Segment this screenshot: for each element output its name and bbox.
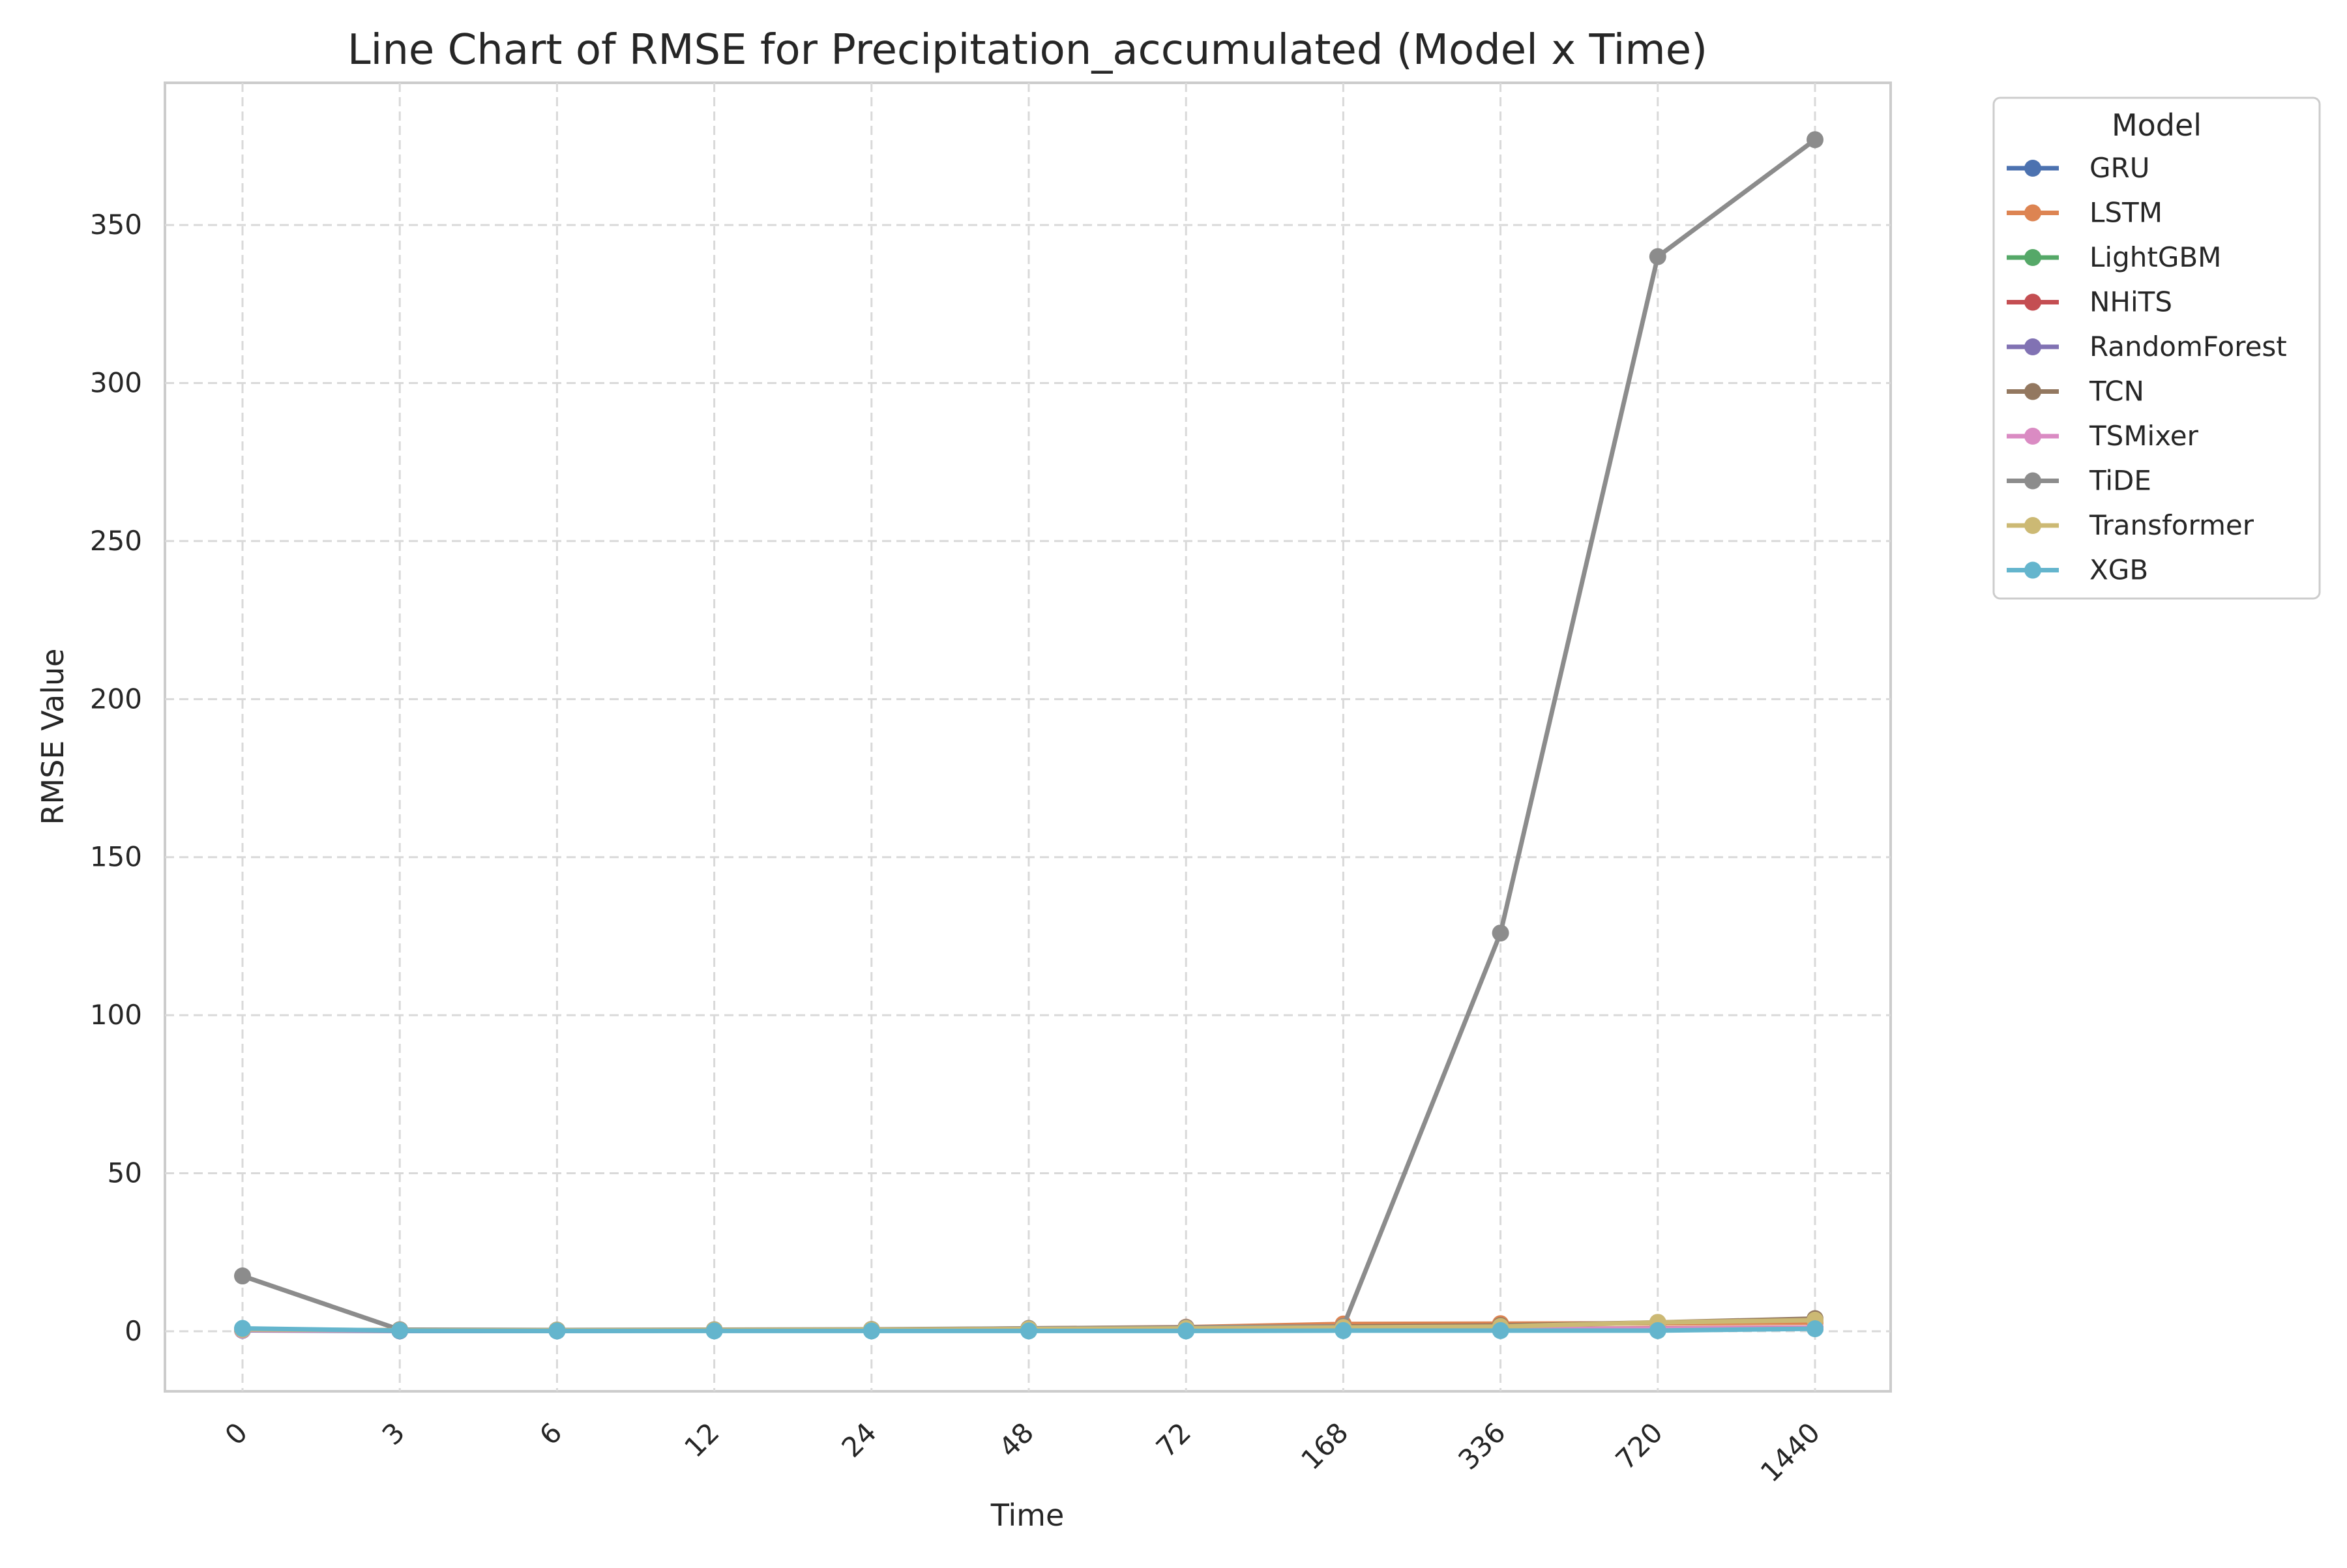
y-axis-ticks: 0 50 100 150 200 250 300 350 <box>90 209 142 1347</box>
legend-item-tcn: TCN <box>2007 376 2144 407</box>
data-point <box>1177 1322 1195 1340</box>
legend-marker <box>2024 383 2041 400</box>
legend-item-tsmixer: TSMixer <box>2007 420 2199 452</box>
legend-item-tide: TiDE <box>2007 465 2151 497</box>
y-tick-label: 100 <box>90 999 142 1031</box>
data-point <box>1807 131 1823 149</box>
data-point <box>1649 248 1666 265</box>
data-point <box>1335 1322 1352 1339</box>
legend-label: TCN <box>2089 376 2144 407</box>
y-tick-label: 300 <box>90 367 142 399</box>
legend-marker <box>2024 428 2041 445</box>
data-point <box>234 1320 251 1337</box>
legend-item-lightgbm: LightGBM <box>2007 241 2221 273</box>
data-point <box>548 1322 566 1340</box>
legend-title: Model <box>2112 108 2202 143</box>
y-tick-label: 0 <box>125 1315 142 1347</box>
data-point <box>1020 1322 1037 1340</box>
legend-items: GRU LSTM LightGBM NHiTS RandomForest TCN TSMix… <box>2007 152 2287 586</box>
legend-item-xgb: XGB <box>2007 554 2148 586</box>
y-axis-label: RMSE Value <box>35 649 70 825</box>
legend-label: Transformer <box>2089 509 2254 541</box>
legend-label: NHiTS <box>2089 286 2172 318</box>
y-tick-label: 50 <box>108 1157 142 1189</box>
legend-item-nhits: NHiTS <box>2007 286 2172 318</box>
data-point <box>391 1322 409 1339</box>
legend-marker <box>2024 249 2041 266</box>
legend: Model GRU LSTM LightGBM NHiTS RandomForest TC… <box>1992 96 2321 600</box>
data-point <box>705 1322 723 1340</box>
series-xgb <box>234 1320 1823 1340</box>
legend-item-lstm: LSTM <box>2007 197 2162 229</box>
legend-item-randomforest: RandomForest <box>2007 331 2287 362</box>
legend-label: XGB <box>2089 554 2148 586</box>
legend-marker <box>2024 561 2041 579</box>
legend-label: LSTM <box>2089 197 2162 229</box>
legend-box <box>1992 96 2321 600</box>
data-point <box>1807 1320 1823 1338</box>
legend-marker <box>2024 338 2041 355</box>
legend-marker <box>2024 204 2041 222</box>
data-point <box>1649 1322 1666 1339</box>
y-tick-label: 350 <box>90 209 142 241</box>
legend-label: TSMixer <box>2089 420 2199 452</box>
data-point <box>863 1322 880 1340</box>
data-point <box>1492 925 1509 942</box>
legend-marker <box>2024 517 2041 534</box>
x-axis-label: Time <box>990 1498 1065 1533</box>
data-point <box>234 1267 251 1285</box>
legend-label: TiDE <box>2089 465 2151 497</box>
series-lines <box>234 131 1823 1340</box>
legend-marker <box>2024 472 2041 490</box>
legend-item-gru: GRU <box>2007 152 2149 184</box>
y-tick-label: 150 <box>90 841 142 873</box>
y-tick-label: 200 <box>90 683 142 715</box>
legend-item-transformer: Transformer <box>2007 509 2254 541</box>
legend-label: RandomForest <box>2089 331 2287 362</box>
data-point <box>1492 1322 1509 1339</box>
legend-marker <box>2024 293 2041 311</box>
y-tick-label: 250 <box>90 525 142 557</box>
legend-label: GRU <box>2089 152 2149 184</box>
legend-marker <box>2024 160 2041 177</box>
legend-label: LightGBM <box>2089 241 2221 273</box>
grid-lines <box>165 83 1891 1391</box>
chart-title: Line Chart of RMSE for Precipitation_acc… <box>347 26 1707 74</box>
